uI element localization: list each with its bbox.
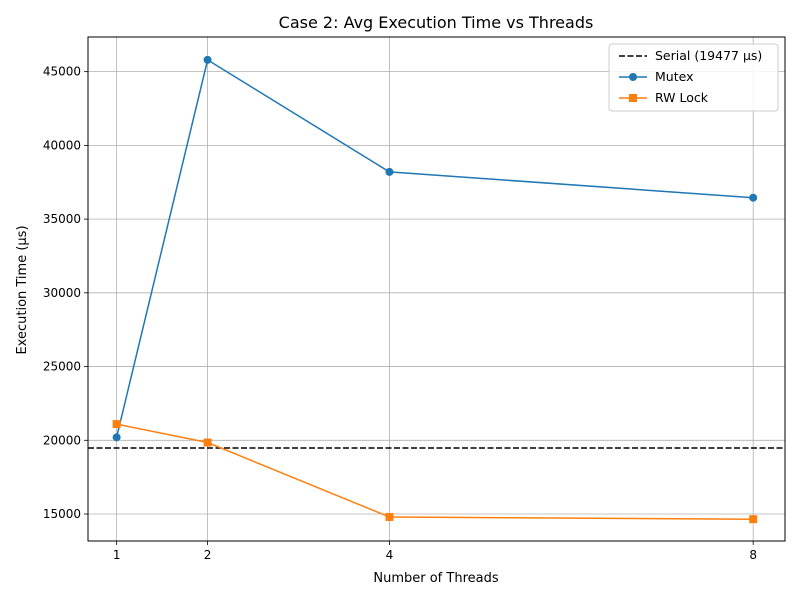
y-axis-label: Execution Time (µs) <box>15 225 30 354</box>
y-tick-label: 45000 <box>43 65 81 79</box>
legend-label-rw-lock: RW Lock <box>655 90 709 105</box>
data-point-rw-lock <box>385 512 394 521</box>
x-axis-label: Number of Threads <box>373 571 498 586</box>
plot-frame <box>87 36 786 542</box>
y-tick-label: 30000 <box>43 286 81 300</box>
y-tick-label: 20000 <box>43 433 81 447</box>
data-point-rw-lock <box>203 438 212 447</box>
series-line-rw-lock <box>116 423 754 520</box>
y-tick-label: 35000 <box>43 212 81 226</box>
x-tick-label: 4 <box>386 548 394 562</box>
x-tick-label: 1 <box>113 548 121 562</box>
legend-label-mutex: Mutex <box>655 69 693 84</box>
data-point-rw-lock <box>749 515 758 524</box>
data-point-rw-lock <box>112 420 121 429</box>
legend-marker-rw-lock <box>629 94 637 102</box>
legend-frame <box>608 43 779 112</box>
x-tick-label: 8 <box>749 548 757 562</box>
legend: Serial (19477 µs) Mutex RW Lock <box>608 43 779 112</box>
grid <box>88 37 785 541</box>
x-tick-label: 2 <box>204 548 212 562</box>
legend-label-serial: Serial (19477 µs) <box>655 48 762 63</box>
data-point-mutex <box>203 55 212 64</box>
legend-marker-mutex <box>629 73 637 81</box>
data-point-mutex <box>385 167 394 176</box>
y-tick-label: 40000 <box>43 138 81 152</box>
data-point-mutex <box>749 193 758 202</box>
y-tick-label: 15000 <box>43 507 81 521</box>
chart-title: Case 2: Avg Execution Time vs Threads <box>279 13 594 32</box>
y-tick-label: 25000 <box>43 360 81 374</box>
series-line-mutex <box>115 58 754 438</box>
series-layer <box>112 55 758 524</box>
ticks: 15000 20000 25000 30000 35000 40000 45000 1 2 4 8 <box>43 65 757 562</box>
data-point-mutex <box>112 433 121 442</box>
